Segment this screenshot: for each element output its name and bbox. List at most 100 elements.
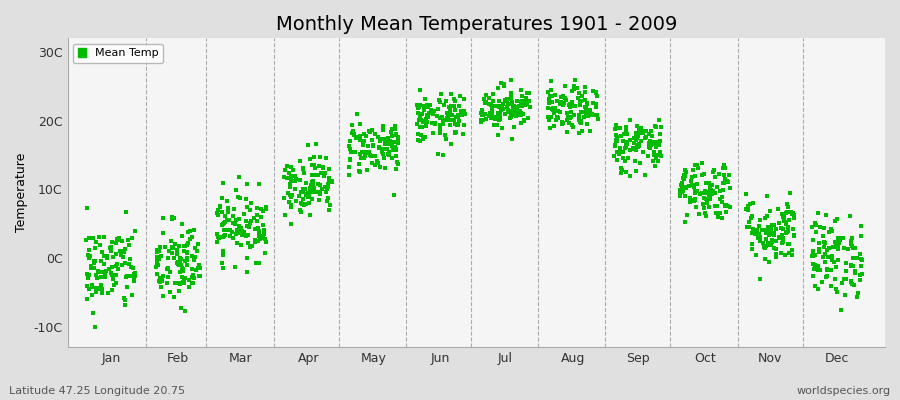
Point <box>443 122 457 128</box>
Point <box>815 233 830 240</box>
Point <box>150 262 165 268</box>
Point <box>482 101 497 107</box>
Point <box>776 211 790 217</box>
Point <box>215 208 230 215</box>
Point <box>752 238 767 244</box>
Point <box>517 117 531 124</box>
Point <box>453 92 467 99</box>
Point <box>745 230 760 236</box>
Point <box>504 77 518 83</box>
Point <box>757 244 771 250</box>
Point <box>218 212 232 219</box>
Point <box>787 215 801 221</box>
Point <box>322 179 337 186</box>
Point <box>240 232 255 238</box>
Point <box>854 263 868 269</box>
Point <box>503 89 517 96</box>
Point <box>612 125 626 131</box>
Point <box>430 113 445 119</box>
Point <box>509 113 524 120</box>
Point <box>118 246 132 252</box>
Point <box>88 288 103 295</box>
Point <box>818 258 832 265</box>
Point <box>176 248 191 254</box>
Point <box>610 157 625 163</box>
Point <box>786 226 800 232</box>
Point <box>473 119 488 126</box>
Point <box>504 99 518 105</box>
Point <box>769 251 783 257</box>
Point <box>371 160 385 166</box>
Point <box>814 224 828 230</box>
Point <box>156 215 170 221</box>
Point <box>85 284 99 290</box>
Point <box>308 171 322 178</box>
Point <box>346 130 361 137</box>
Point <box>353 151 367 157</box>
Point <box>220 198 235 204</box>
Point <box>432 97 446 103</box>
Point <box>673 189 688 196</box>
Point <box>638 135 652 141</box>
Point <box>547 122 562 129</box>
Point <box>716 165 730 171</box>
Point <box>434 90 448 97</box>
Point <box>844 281 859 287</box>
Point <box>688 204 703 210</box>
Point <box>441 111 455 118</box>
Point <box>248 226 262 232</box>
Point <box>94 258 108 264</box>
Point <box>447 130 462 137</box>
Point <box>211 233 225 240</box>
Point <box>824 228 839 234</box>
Point <box>832 237 847 244</box>
Point <box>564 99 579 105</box>
Point <box>486 97 500 104</box>
Point <box>109 240 123 246</box>
Point <box>126 271 140 277</box>
Point <box>285 173 300 180</box>
Point <box>698 188 713 194</box>
Point <box>609 148 624 155</box>
Point <box>779 221 794 228</box>
Point <box>163 269 177 275</box>
Point <box>717 165 732 172</box>
Point <box>279 174 293 181</box>
Point <box>150 270 165 277</box>
Point <box>124 235 139 241</box>
Point <box>832 238 846 245</box>
Point <box>242 224 256 230</box>
Point <box>389 131 403 138</box>
Point <box>374 136 389 142</box>
Point <box>301 190 315 196</box>
Point <box>418 123 433 129</box>
Point <box>356 138 370 145</box>
Point <box>231 229 246 236</box>
Point <box>221 204 236 211</box>
Point <box>748 231 762 238</box>
Point <box>352 160 366 167</box>
Point <box>713 210 727 216</box>
Point <box>210 239 224 245</box>
Point <box>619 140 634 147</box>
Point <box>809 222 824 229</box>
Point <box>578 109 592 115</box>
Point <box>153 278 167 285</box>
Point <box>415 124 429 130</box>
Point <box>589 104 603 110</box>
Point <box>577 114 591 120</box>
Point <box>127 278 141 284</box>
Point <box>748 231 762 238</box>
Point <box>759 236 773 242</box>
Point <box>232 216 247 222</box>
Point <box>443 116 457 123</box>
Point <box>314 170 328 176</box>
Point <box>187 245 202 252</box>
Point <box>644 138 658 144</box>
Point <box>749 251 763 258</box>
Point <box>687 184 701 190</box>
Point <box>391 138 405 144</box>
Point <box>818 212 832 218</box>
Point <box>226 220 240 227</box>
Point <box>805 224 819 230</box>
